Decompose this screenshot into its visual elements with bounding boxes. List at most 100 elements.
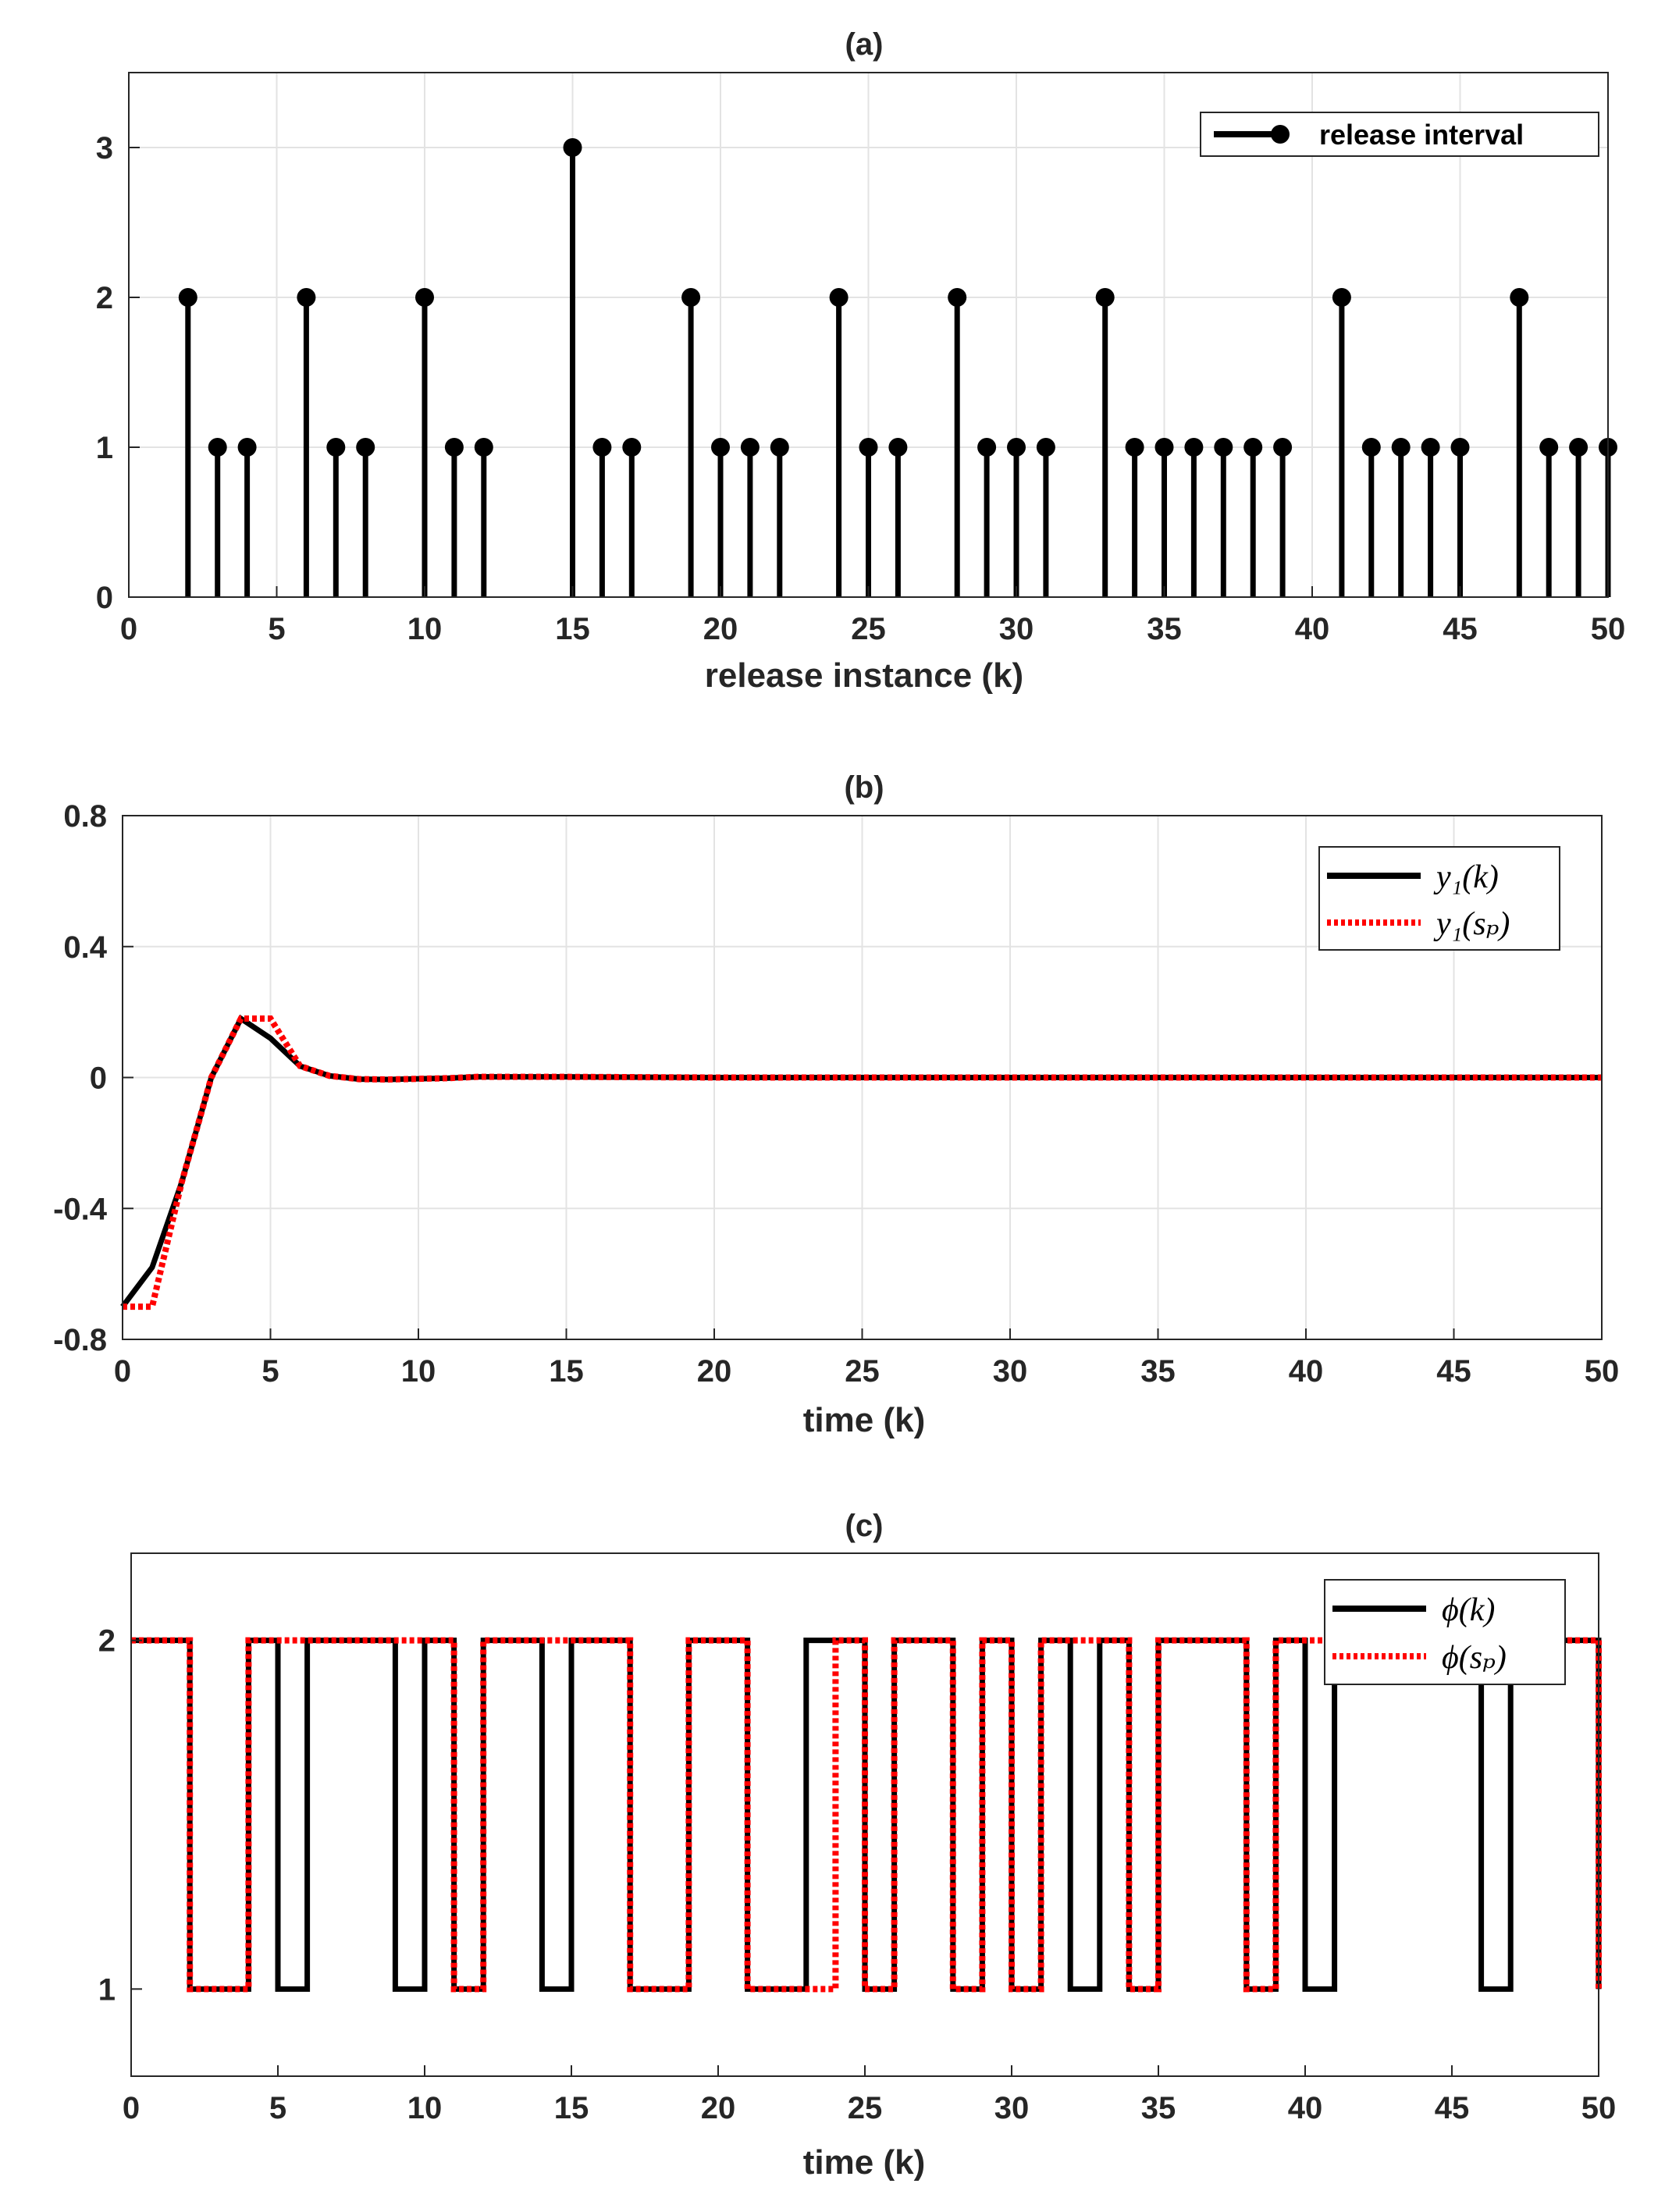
panel-c-x-tick-label: 10 [407, 2091, 443, 2125]
panel-c-title: (c) [845, 1509, 884, 1543]
panel-a-x-tick-label: 20 [703, 612, 738, 646]
stem-marker [356, 438, 375, 457]
panel-c-legend-label-phi-sp: ϕ(sₚ) [1442, 1640, 1507, 1676]
stem-marker [770, 438, 789, 457]
panel-b-marks [120, 1014, 1602, 1310]
stem-marker [1569, 438, 1589, 457]
panel-b-title: (b) [844, 770, 884, 805]
panel-a-x-tick-label: 25 [851, 612, 886, 646]
stem-marker [1510, 288, 1529, 307]
panel-a-y-tick-label: 1 [96, 431, 113, 465]
panel-b-x-tick-label: 10 [401, 1354, 436, 1389]
panel-b-x-axis-label: time (k) [803, 1401, 925, 1439]
stem-marker [977, 438, 997, 457]
panel-b-x-tick-label: 50 [1585, 1354, 1620, 1389]
stem-marker [1184, 438, 1204, 457]
panel-b-x-tick-label: 25 [845, 1354, 880, 1389]
panel-b-legend-label-y1-k: y₁(k) [1433, 859, 1499, 895]
panel-c-x-tick-label: 40 [1288, 2091, 1323, 2125]
panel-c-y-tick-label: 1 [98, 1972, 116, 2007]
stem-marker [1095, 288, 1115, 307]
panel-b-y-tick-label: 0 [90, 1062, 107, 1096]
stem-marker [1539, 438, 1559, 457]
panel-c-x-tick-label: 45 [1435, 2091, 1470, 2125]
stem-marker [740, 438, 760, 457]
stem-marker [474, 438, 493, 457]
panel-b-x-tick-label: 15 [549, 1354, 584, 1389]
panel-c-x-tick-label: 0 [123, 2091, 140, 2125]
panel-a-legend-marker [1271, 125, 1290, 144]
panel-a-x-tick-label: 10 [407, 612, 443, 646]
stem-marker [888, 438, 908, 457]
panel-b-y-tick-label: -0.8 [53, 1323, 107, 1357]
stem-marker [622, 438, 642, 457]
panel-b-y-ticks: -0.8 -0.4 0 0.4 0.8 [53, 799, 133, 1357]
panel-a-y-tick-label: 2 [96, 281, 113, 315]
panel-a-x-tick-label: 50 [1591, 612, 1626, 646]
stem-marker [859, 438, 878, 457]
stem-marker [1214, 438, 1233, 457]
stem-marker [326, 438, 346, 457]
stem-marker [1125, 438, 1144, 457]
panel-a-marks [178, 138, 1617, 597]
panel-b-x-tick-label: 40 [1289, 1354, 1324, 1389]
stem-marker [948, 288, 967, 307]
stem-marker [1007, 438, 1026, 457]
stem-marker [563, 138, 582, 157]
panel-c-x-axis-label: time (k) [803, 2143, 925, 2182]
panel-b-y-tick-label: 0.8 [63, 799, 107, 834]
panel-a-x-tick-label: 0 [120, 612, 137, 646]
stem-marker [208, 438, 227, 457]
panel-a-x-tick-label: 30 [999, 612, 1034, 646]
stem-marker [1273, 438, 1293, 457]
stem-marker [297, 288, 316, 307]
panel-c-x-tick-label: 30 [994, 2091, 1030, 2125]
series-line-phi-sp [131, 1637, 1602, 1993]
panel-b-x-tick-label: 35 [1140, 1354, 1176, 1389]
panel-a-legend-label: release interval [1319, 119, 1524, 151]
panel-c-legend-box [1324, 1579, 1566, 1685]
panel-a-x-tick-label: 45 [1443, 612, 1478, 646]
panel-b-legend-box [1318, 846, 1560, 951]
stem-marker [1332, 288, 1351, 307]
stem-marker [829, 288, 849, 307]
panel-b-legend-label-y1-sp: y₁(sₚ) [1433, 906, 1510, 942]
panel-a-x-axis-label: release instance (k) [705, 656, 1023, 695]
panel-c-y-tick-label: 2 [98, 1624, 116, 1659]
panel-b-x-ticks: 0 5 10 15 20 25 30 35 40 45 50 [114, 1328, 1619, 1389]
stem-marker [444, 438, 464, 457]
panel-a-x-tick-label: 35 [1147, 612, 1182, 646]
stem-marker [1421, 438, 1440, 457]
stem-marker [711, 438, 730, 457]
panel-c-legend: ϕ(k) ϕ(sₚ) [1324, 1579, 1566, 1685]
panel-b-y-tick-label: -0.4 [53, 1192, 108, 1226]
stem-marker [237, 438, 257, 457]
panel-c-x-tick-label: 20 [701, 2091, 736, 2125]
stem-marker [178, 288, 197, 307]
panel-a-x-ticks: 0 5 10 15 20 25 30 35 40 45 50 [120, 586, 1625, 646]
panel-c-step-chart: (c) 0 5 10 15 20 25 30 35 40 45 50 1 2 time (k) ϕ(k… [98, 1509, 1617, 2182]
panel-a-x-tick-label: 40 [1295, 612, 1330, 646]
panel-b-x-tick-label: 20 [697, 1354, 732, 1389]
stem-marker [592, 438, 612, 457]
stem-marker [415, 288, 434, 307]
stem-marker [681, 288, 701, 307]
panel-c-x-tick-label: 15 [554, 2091, 589, 2125]
panel-a-x-tick-label: 15 [555, 612, 590, 646]
stem-marker [1154, 438, 1174, 457]
panel-b-x-tick-label: 45 [1436, 1354, 1471, 1389]
panel-b-legend: y₁(k) y₁(sₚ) [1318, 846, 1560, 951]
panel-c-x-tick-label: 25 [848, 2091, 883, 2125]
panel-b-x-tick-label: 5 [261, 1354, 279, 1389]
stem-marker [1243, 438, 1263, 457]
panel-c-x-tick-label: 5 [269, 2091, 286, 2125]
panel-a-y-ticks: 0 1 2 3 [96, 131, 140, 615]
panel-b-x-tick-label: 0 [114, 1354, 131, 1389]
panel-c-x-tick-label: 50 [1581, 2091, 1617, 2125]
panel-a-y-tick-label: 3 [96, 131, 113, 165]
series-line-y1-sp [123, 1015, 1602, 1310]
panel-a-title: (a) [845, 27, 884, 62]
panel-b-y-tick-label: 0.4 [63, 930, 107, 965]
panel-c-x-tick-label: 35 [1141, 2091, 1176, 2125]
